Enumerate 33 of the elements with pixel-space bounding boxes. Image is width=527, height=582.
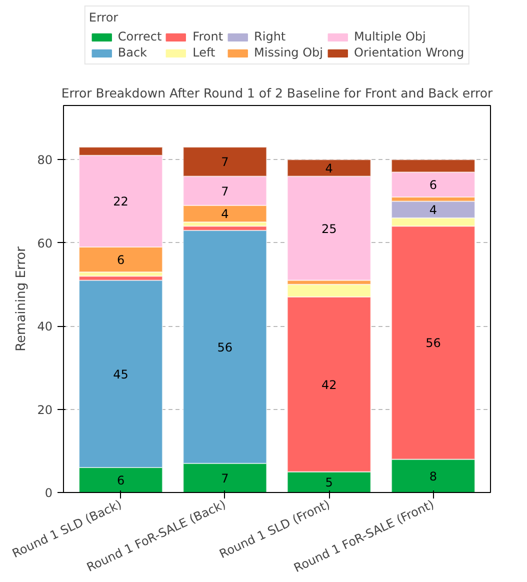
data-label: 6 [116, 474, 125, 488]
data-label: 6 [429, 178, 438, 192]
y-tick-label: 20 [37, 402, 53, 417]
data-label: 7 [221, 155, 229, 170]
y-tick-label: 40 [37, 320, 53, 334]
data-label: 56 [217, 340, 233, 354]
data-label: 45 [113, 367, 128, 382]
data-label: 4 [429, 203, 438, 218]
data-label: 7 [221, 471, 229, 486]
legend-title: Error [88, 10, 120, 24]
data-label: 22 [113, 194, 128, 209]
legend-label: Front [192, 30, 224, 44]
legend-label: Back [118, 46, 148, 60]
y-tick-label: 60 [37, 236, 53, 250]
y-axis-title: Remaining Error [14, 246, 30, 352]
data-label: 8 [429, 469, 438, 484]
data-label: 7 [221, 184, 229, 198]
legend-label: Missing Obj [254, 46, 324, 60]
data-label: 6 [116, 252, 125, 267]
legend-label: Orientation Wrong [354, 46, 464, 60]
chart-title: Error Breakdown After Round 1 of 2 Baseline for Front and Back error [61, 86, 494, 100]
legend-label: Multiple Obj [354, 30, 426, 44]
data-label: 42 [321, 378, 337, 392]
data-label: 56 [426, 336, 441, 350]
legend-label: Correct [118, 30, 162, 44]
legend-label: Left [192, 46, 216, 60]
legend-label: Right [254, 30, 286, 44]
data-label: 25 [321, 222, 337, 236]
y-tick-label: 80 [37, 153, 53, 168]
data-label: 4 [221, 207, 229, 222]
data-label: 4 [325, 161, 333, 176]
data-label: 5 [325, 476, 333, 490]
y-tick-label: 0 [44, 486, 53, 500]
